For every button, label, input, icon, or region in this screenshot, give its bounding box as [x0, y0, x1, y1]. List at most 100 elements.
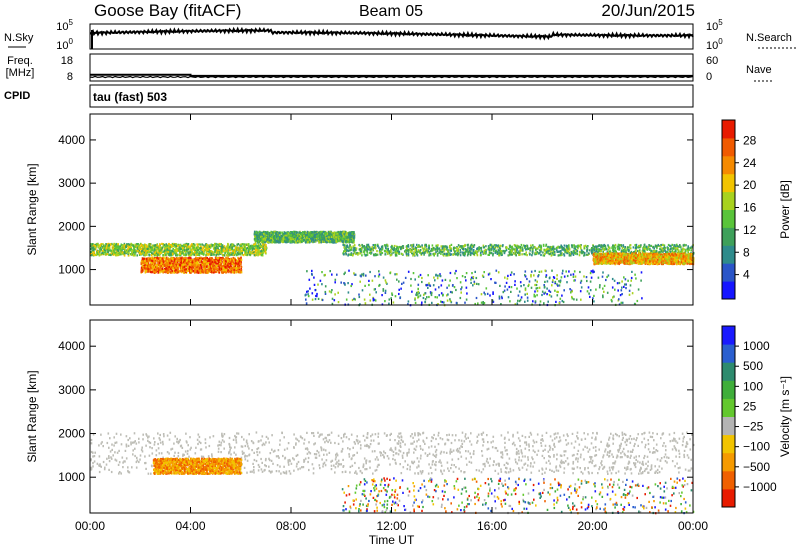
echo-cell: [267, 237, 270, 240]
echo-cell: [122, 245, 124, 248]
echo-cell: [177, 271, 180, 274]
echo-cell: [149, 269, 151, 272]
echo-cell: [224, 249, 226, 252]
echo-cell: [543, 254, 546, 257]
echo-cell: [566, 252, 569, 255]
echo-cell: [159, 260, 161, 263]
echo-cell: [244, 250, 247, 254]
echo-cell: [208, 258, 211, 261]
echo-cell: [170, 244, 172, 247]
echo-cell: [155, 266, 158, 269]
echo-cell: [236, 262, 238, 265]
echo-cell: [231, 246, 233, 249]
echo-cell: [191, 244, 194, 247]
echo-cell: [457, 254, 459, 257]
echo-cell: [95, 253, 97, 257]
echo-cell: [332, 241, 335, 244]
echo-cell: [641, 249, 644, 253]
echo-cell: [171, 252, 174, 255]
echo-cell: [256, 245, 259, 248]
echo-cell: [440, 252, 442, 255]
echo-cell: [487, 253, 490, 256]
echo-cell: [305, 235, 308, 238]
echo-cell: [343, 238, 345, 241]
echo-cell: [133, 246, 135, 250]
echo-cell: [256, 249, 259, 253]
echo-cell: [349, 234, 351, 237]
echo-cell: [160, 250, 162, 253]
echo-cell: [209, 270, 212, 273]
echo-cell: [285, 239, 288, 242]
echo-cell: [242, 248, 245, 252]
echo-cell: [263, 233, 265, 236]
echo-cell: [509, 244, 511, 247]
echo-cell: [345, 236, 348, 239]
echo-cell: [514, 248, 517, 251]
echo-cell: [175, 248, 178, 251]
echo-cell: [234, 262, 237, 265]
echo-cell: [145, 260, 148, 263]
echo-cell: [208, 268, 210, 271]
echo-cell: [415, 251, 418, 254]
echo-cell: [278, 238, 280, 241]
echo-cell: [255, 231, 258, 234]
echo-cell: [227, 256, 229, 259]
echo-cell: [221, 265, 223, 268]
echo-cell: [305, 236, 308, 239]
echo-cell: [220, 248, 223, 251]
echo-cell: [293, 241, 296, 244]
echo-cell: [239, 262, 241, 265]
echo-cell: [320, 235, 323, 238]
echo-cell: [203, 269, 205, 272]
echo-cell: [286, 237, 289, 241]
echo-cell: [252, 246, 254, 249]
echo-cell: [502, 249, 504, 253]
echo-cell: [197, 246, 200, 249]
echo-cell: [231, 267, 233, 270]
echo-cell: [405, 245, 408, 248]
echo-cell: [640, 244, 642, 247]
echo-cell: [194, 265, 197, 268]
echo-cell: [498, 247, 501, 250]
echo-cell: [264, 232, 267, 235]
echo-cell: [306, 238, 308, 241]
echo-cell: [104, 250, 107, 253]
echo-cell: [211, 261, 214, 264]
echo-cell: [351, 232, 353, 235]
echo-cell: [91, 243, 94, 246]
echo-cell: [613, 250, 616, 253]
echo-cell: [315, 237, 318, 241]
echo-cell: [244, 247, 246, 250]
echo-cell: [161, 259, 164, 263]
echo-cell: [210, 270, 213, 273]
echo-cell: [343, 243, 346, 246]
echo-cell: [203, 253, 205, 256]
echo-cell: [260, 241, 263, 244]
echo-cell: [226, 251, 229, 254]
echo-cell: [284, 234, 287, 237]
echo-cell: [177, 266, 180, 269]
echo-cell: [516, 249, 518, 252]
echo-cell: [222, 271, 225, 274]
echo-cell: [469, 244, 472, 247]
echo-cell: [156, 259, 159, 262]
echo-cell: [256, 251, 259, 254]
echo-cell: [295, 232, 298, 235]
echo-cell: [169, 244, 171, 247]
echo-cell: [262, 235, 265, 238]
echo-cell: [357, 252, 360, 255]
echo-cell: [261, 253, 264, 256]
echo-cell: [197, 257, 199, 260]
echo-cell: [511, 253, 513, 256]
echo-cell: [153, 265, 156, 269]
echo-cell: [264, 238, 267, 241]
echo-cell: [618, 248, 620, 251]
echo-cell: [129, 249, 132, 252]
echo-cell: [136, 254, 138, 257]
echo-cell: [153, 244, 156, 247]
echo-cell: [147, 243, 150, 246]
echo-cell: [208, 245, 211, 248]
echo-cell: [136, 244, 138, 247]
echo-cell: [208, 248, 211, 251]
echo-cell: [173, 264, 176, 267]
